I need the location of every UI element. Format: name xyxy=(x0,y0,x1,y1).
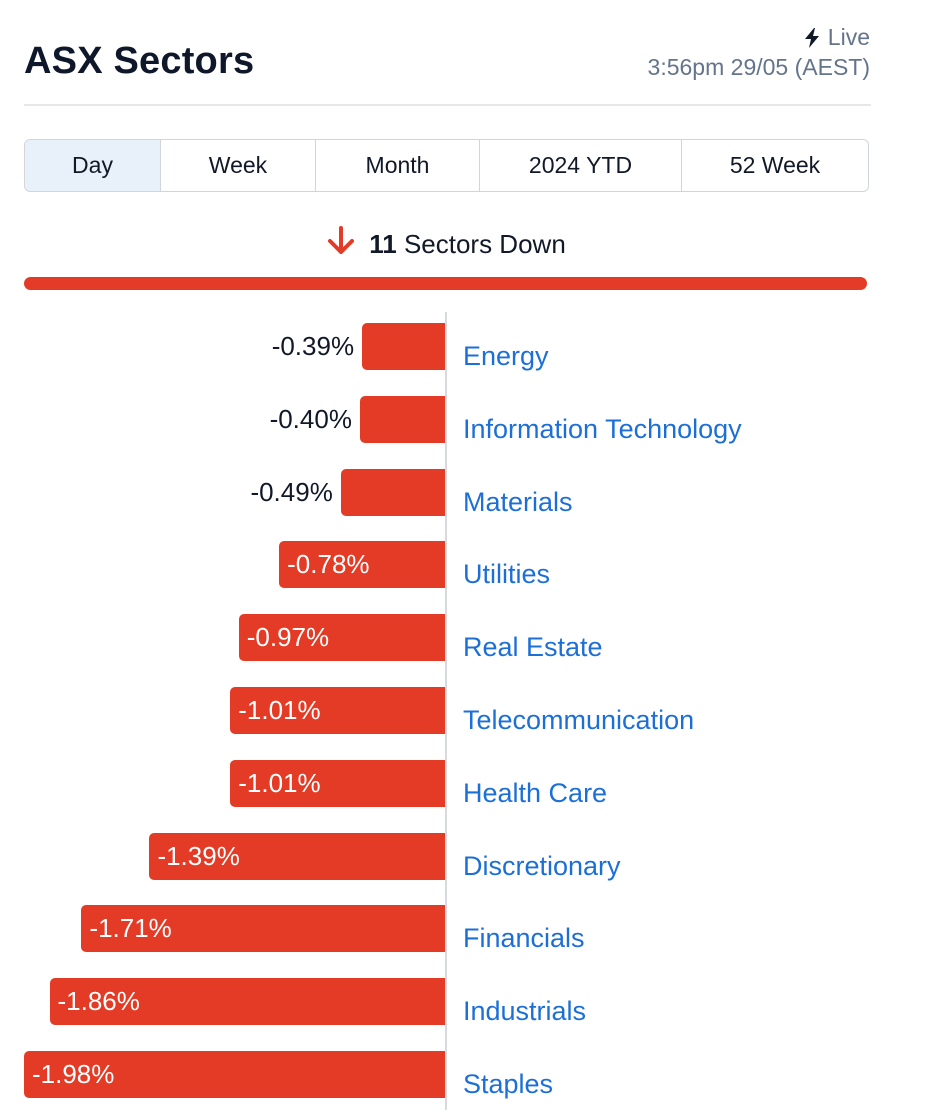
value-label-health-care: -1.01% xyxy=(238,768,321,798)
arrow-down-icon xyxy=(327,226,355,263)
value-label-energy: -0.39% xyxy=(271,331,355,361)
bar-discretionary xyxy=(149,833,445,880)
sector-link-discretionary[interactable]: Discretionary xyxy=(463,851,621,881)
bar-financials xyxy=(81,905,445,952)
value-label-real-estate: -0.97% xyxy=(246,622,330,652)
bar-utilities xyxy=(279,541,445,588)
tab-2024-ytd[interactable]: 2024 YTD xyxy=(480,140,682,191)
value-label-information-technology: -0.40% xyxy=(269,404,352,434)
sector-link-staples[interactable]: Staples xyxy=(463,1069,554,1099)
sector-link-telecommunication[interactable]: Telecommunication xyxy=(463,705,695,735)
sector-link-industrials[interactable]: Industrials xyxy=(463,996,587,1026)
sector-link-health-care[interactable]: Health Care xyxy=(463,778,608,808)
value-label-staples: -1.98% xyxy=(32,1059,115,1089)
live-label: Live xyxy=(827,24,870,50)
sectors-down-label: Sectors Down xyxy=(403,229,566,259)
breadth-bar xyxy=(24,277,867,290)
value-label-industrials: -1.86% xyxy=(57,986,140,1016)
sector-link-real-estate[interactable]: Real Estate xyxy=(463,632,603,662)
value-label-utilities: -0.78% xyxy=(287,549,370,579)
bar-real-estate xyxy=(238,614,445,661)
sector-link-materials[interactable]: Materials xyxy=(463,487,573,517)
value-label-financials: -1.71% xyxy=(89,913,172,943)
lightning-icon xyxy=(804,27,820,48)
tab-52-week[interactable]: 52 Week xyxy=(729,152,821,178)
page-title: ASX Sectors xyxy=(24,40,255,82)
value-label-telecommunication: -1.01% xyxy=(238,695,321,725)
tab-week[interactable]: Week xyxy=(161,140,316,191)
bar-telecommunication xyxy=(230,687,445,734)
value-label-discretionary: -1.39% xyxy=(157,841,240,871)
sector-link-energy[interactable]: Energy xyxy=(463,341,549,371)
bar-energy xyxy=(362,323,445,370)
tab-day[interactable]: Day xyxy=(25,140,161,191)
zero-axis xyxy=(445,312,447,1110)
bar-staples xyxy=(24,1051,445,1098)
header-divider xyxy=(24,104,871,106)
bar-industrials xyxy=(49,978,445,1025)
tab-month[interactable]: Month xyxy=(316,140,480,191)
sector-link-financials[interactable]: Financials xyxy=(463,923,585,953)
bar-health-care xyxy=(230,760,445,807)
sector-link-utilities[interactable]: Utilities xyxy=(463,559,551,589)
timestamp: 3:56pm 29/05 (AEST) xyxy=(647,54,870,80)
sectors-down-count: 11 xyxy=(369,229,397,259)
period-tabs: Day Week Month 2024 YTD 52 Week xyxy=(24,139,869,192)
bar-materials xyxy=(340,469,445,516)
live-indicator: Live xyxy=(804,24,870,51)
value-label-materials: -0.49% xyxy=(250,477,333,507)
bar-information-technology xyxy=(359,396,445,443)
sector-link-information-technology[interactable]: Information Technology xyxy=(463,414,742,444)
sectors-summary: 11 Sectors Down xyxy=(24,226,869,263)
